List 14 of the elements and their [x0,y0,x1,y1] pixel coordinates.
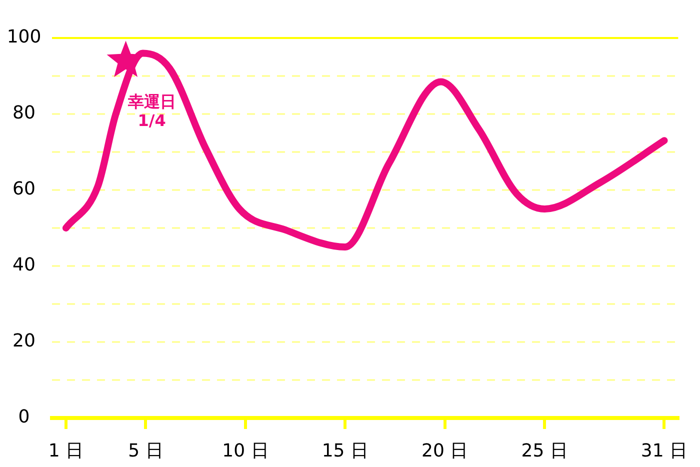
x-tick-label: 31 日 [640,440,688,462]
x-tick-label: 1 日 [48,440,84,462]
annotation: 幸運日 1/4 [126,92,176,130]
x-tick-label: 15 日 [322,440,368,462]
y-tick-label: 20 [12,330,36,352]
x-tick-label: 20 日 [422,440,468,462]
y-tick-label: 40 [12,254,36,276]
x-tick-label: 10 日 [222,440,269,462]
y-tick-label: 100 [6,26,42,48]
y-tick-label: 80 [12,102,36,124]
y-tick-label: 0 [18,406,30,428]
x-tick-label: 25 日 [521,440,568,462]
y-tick-label: 60 [12,178,36,200]
x-tick-label: 5 日 [128,440,164,462]
